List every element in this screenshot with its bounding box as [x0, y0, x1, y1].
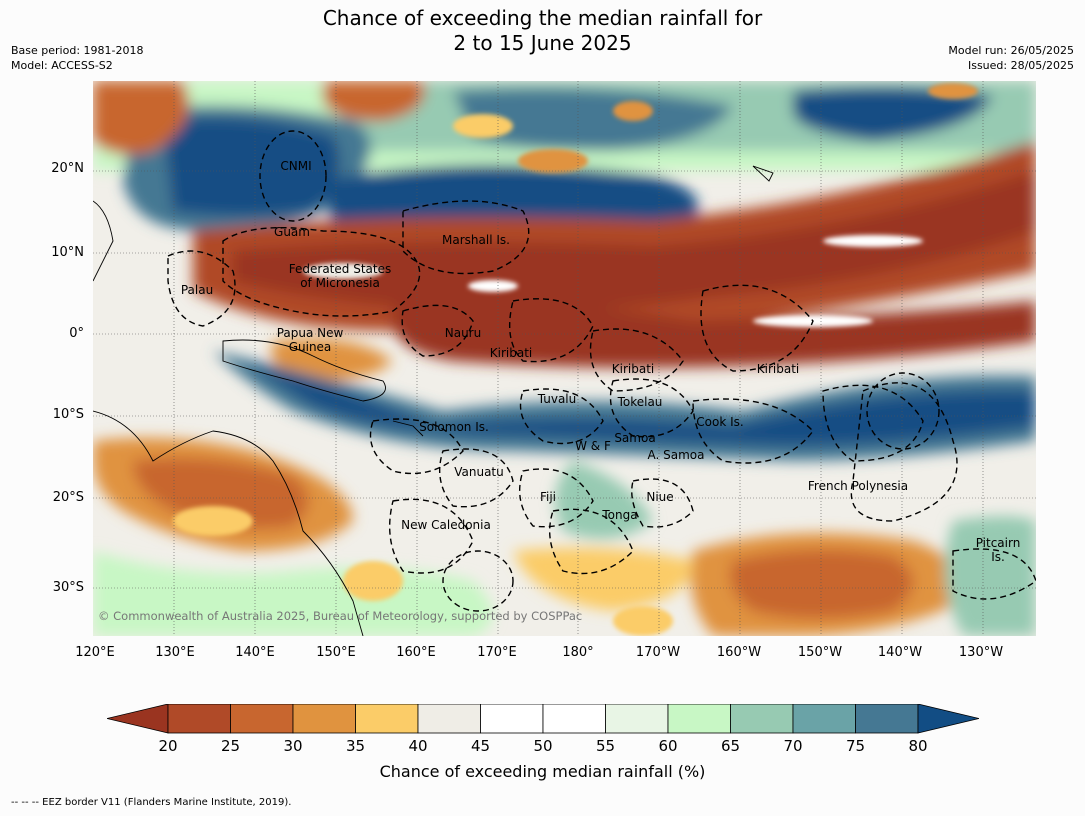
lon-tick-140w: 140°W — [877, 645, 923, 660]
label-cnmi: CNMI — [280, 159, 311, 173]
lon-tick-130w: 130°W — [958, 645, 1004, 660]
colorbar-tick-label: 80 — [908, 737, 928, 755]
label-nauru: Nauru — [445, 326, 481, 340]
label-fsm-line2: of Micronesia — [300, 276, 380, 290]
rainfall-map: CNMI Guam Marshall Is. Federated States … — [93, 81, 1036, 636]
label-png-line1: Papua New — [277, 326, 344, 340]
colorbar-segment — [855, 704, 919, 734]
label-tuvalu: Tuvalu — [537, 392, 577, 406]
colorbar-tick-label: 70 — [783, 737, 803, 755]
colorbar-tick-label: 45 — [470, 737, 491, 755]
colorbar — [107, 704, 979, 734]
colorbar-label: Chance of exceeding median rainfall (%) — [379, 762, 706, 781]
lon-tick-140e: 140°E — [235, 645, 275, 660]
issued-date: Issued: 28/05/2025 — [967, 59, 1074, 72]
eez-borders — [167, 130, 1036, 612]
grid-lines — [93, 81, 1036, 636]
lat-tick-20n: 20°N — [51, 161, 84, 176]
label-kiribati-central: Kiribati — [612, 362, 654, 376]
meta-left: Base period: 1981-2018 Model: ACCESS-S2 — [11, 43, 143, 73]
colorbar-tick-label: 60 — [658, 737, 678, 755]
colorbar-segment — [292, 704, 356, 734]
colorbar-tick-label: 75 — [845, 737, 866, 755]
colorbar-tick-label: 50 — [533, 737, 553, 755]
colorbar-segment — [480, 704, 544, 734]
label-new-caledonia: New Caledonia — [401, 518, 491, 532]
lon-tick-160e: 160°E — [396, 645, 436, 660]
meta-right: Model run: 26/05/2025 Issued: 28/05/2025 — [948, 43, 1074, 73]
colorbar-extend-low — [107, 704, 169, 734]
copyright-notice: © Commonwealth of Australia 2025, Bureau… — [98, 609, 583, 623]
lat-tick-0: 0° — [69, 326, 84, 341]
label-pitcairn-line2: Is. — [991, 550, 1005, 564]
colorbar-tick-label: 25 — [220, 737, 241, 755]
colorbar-segment — [730, 704, 794, 734]
lon-tick-160w: 160°W — [716, 645, 762, 660]
map-title: Chance of exceeding the median rainfall … — [0, 6, 1085, 56]
lat-tick-10n: 10°N — [51, 245, 84, 260]
lat-tick-10s: 10°S — [52, 407, 84, 422]
label-solomon-is: Solomon Is. — [419, 420, 489, 434]
base-period: Base period: 1981-2018 — [11, 44, 144, 57]
title-line-2: 2 to 15 June 2025 — [453, 31, 632, 55]
label-french-polynesia: French Polynesia — [808, 479, 908, 493]
lon-tick-170w: 170°W — [635, 645, 681, 660]
rainfall-detail — [173, 83, 978, 636]
map-canvas: CNMI Guam Marshall Is. Federated States … — [93, 81, 1036, 636]
colorbar-tick-label: 30 — [283, 737, 303, 755]
colorbar-tick-label: 40 — [408, 737, 428, 755]
colorbar-segment — [167, 704, 231, 734]
colorbar-segment — [667, 704, 731, 734]
lon-tick-120e: 120°E — [75, 645, 115, 660]
label-kiribati-east: Kiribati — [757, 362, 799, 376]
lon-tick-130e: 130°E — [155, 645, 195, 660]
label-fiji: Fiji — [540, 490, 556, 504]
label-cook-is: Cook Is. — [696, 415, 743, 429]
colorbar-segments — [107, 704, 979, 734]
lon-tick-180: 180° — [562, 645, 594, 660]
label-marshall-is: Marshall Is. — [442, 233, 510, 247]
label-fsm-line1: Federated States — [289, 262, 391, 276]
label-png-line2: Guinea — [289, 340, 332, 354]
model-run: Model run: 26/05/2025 — [948, 44, 1074, 57]
label-tonga: Tonga — [601, 508, 637, 522]
lon-tick-170e: 170°E — [477, 645, 517, 660]
region-labels: CNMI Guam Marshall Is. Federated States … — [181, 159, 1020, 564]
colorbar-segment — [792, 704, 856, 734]
colorbar-segment — [605, 704, 669, 734]
colorbar-segment — [417, 704, 481, 734]
label-vanuatu: Vanuatu — [454, 465, 504, 479]
colorbar-tick-label: 55 — [595, 737, 616, 755]
label-kiribati-west: Kiribati — [490, 346, 532, 360]
label-tokelau: Tokelau — [617, 395, 663, 409]
colorbar-tick-label: 35 — [345, 737, 366, 755]
lat-tick-20s: 20°S — [52, 490, 84, 505]
label-palau: Palau — [181, 283, 213, 297]
colorbar-tick-label: 20 — [158, 737, 178, 755]
colorbar-segment — [230, 704, 294, 734]
title-line-1: Chance of exceeding the median rainfall … — [322, 6, 763, 30]
label-samoa: Samoa — [614, 431, 655, 445]
label-niue: Niue — [646, 490, 673, 504]
lon-tick-150w: 150°W — [797, 645, 843, 660]
label-american-samoa: A. Samoa — [648, 448, 705, 462]
colorbar-extend-high — [917, 704, 979, 734]
colorbar-tick-label: 65 — [720, 737, 741, 755]
model-name: Model: ACCESS-S2 — [11, 59, 113, 72]
colorbar-segment — [542, 704, 606, 734]
lon-tick-150e: 150°E — [316, 645, 356, 660]
label-pitcairn-line1: Pitcairn — [976, 536, 1021, 550]
colorbar-segment — [355, 704, 419, 734]
coastlines — [93, 165, 774, 636]
label-wallis-futuna: W & F — [575, 439, 611, 453]
label-guam: Guam — [274, 225, 310, 239]
lat-tick-30s: 30°S — [52, 580, 84, 595]
eez-legend-note: -- -- -- EEZ border V11 (Flanders Marine… — [11, 797, 292, 808]
